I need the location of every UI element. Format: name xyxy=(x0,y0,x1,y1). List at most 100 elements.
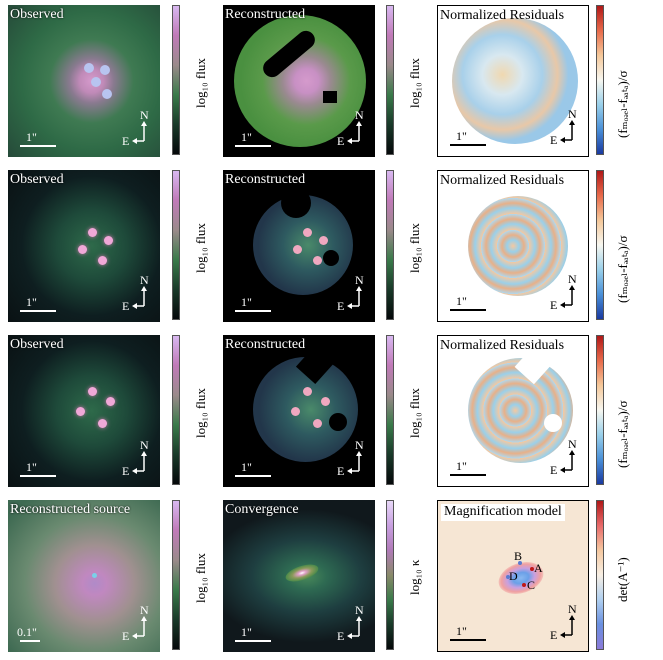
lens-image-spot xyxy=(319,236,328,245)
residual-colorbar xyxy=(596,335,604,485)
residual-colorbar-label: (fₘₒₔₑₗ-fₔₐₜₐ)/σ xyxy=(615,400,630,468)
image-B-marker xyxy=(518,561,522,565)
reconstructed-panel-row3: Reconstructed 1" N E xyxy=(223,335,375,487)
north-label: N xyxy=(568,108,577,121)
lens-image-spot xyxy=(102,89,112,99)
compass-icon: N E xyxy=(550,438,577,477)
lens-image-spot xyxy=(100,65,110,75)
lens-image-spot xyxy=(293,245,302,254)
lens-image-spot xyxy=(98,256,107,265)
residual-colorbar xyxy=(596,5,604,155)
flux-colorbar-label: log₁₀ flux xyxy=(407,388,422,438)
residual-colorbar xyxy=(596,170,604,320)
lens-image-spot xyxy=(303,228,312,237)
reconstructed-title: Reconstructed xyxy=(225,337,306,352)
north-label: N xyxy=(568,603,577,616)
residual-panel-row3: Normalized Residuals 1" N E xyxy=(437,335,589,487)
scale-label: 1" xyxy=(241,460,252,474)
kappa-colorbar-label: log₁₀ κ xyxy=(407,559,422,595)
image-label-A: A xyxy=(534,561,543,575)
scale-bar xyxy=(20,310,56,312)
observed-title: Observed xyxy=(10,337,64,352)
observed-panel-row1: Observed 1" N E xyxy=(8,5,160,157)
lens-image-spot xyxy=(313,419,322,428)
north-label: N xyxy=(355,439,364,452)
scale-bar xyxy=(235,475,271,477)
convergence-panel: Convergence 1" N E xyxy=(223,500,375,652)
scale-bar xyxy=(20,145,56,147)
mask-region xyxy=(323,91,337,103)
flux-colorbar-label: log₁₀ flux xyxy=(193,553,208,603)
image-D-marker xyxy=(506,575,510,579)
residual-title: Normalized Residuals xyxy=(440,338,565,353)
reconstructed-source-panel: Reconstructed source 0.1" N E xyxy=(8,500,160,652)
scale-label: 1" xyxy=(26,460,37,474)
flux-colorbar xyxy=(386,335,394,485)
east-label: E xyxy=(337,464,344,478)
scale-label: 1" xyxy=(26,130,37,144)
scale-label: 1" xyxy=(456,129,467,143)
scale-label: 1" xyxy=(241,130,252,144)
flux-colorbar xyxy=(172,335,180,485)
north-label: N xyxy=(355,109,364,122)
detA-colorbar xyxy=(596,500,604,650)
image-label-B: B xyxy=(514,549,522,563)
flux-colorbar xyxy=(386,5,394,155)
north-label: N xyxy=(355,604,364,617)
scale-bar xyxy=(235,145,271,147)
compass-icon: N E xyxy=(550,108,577,147)
scale-label: 1" xyxy=(456,459,467,473)
scale-bar xyxy=(450,474,486,476)
compass-icon: N E xyxy=(337,274,364,313)
flux-colorbar xyxy=(386,170,394,320)
north-label: N xyxy=(568,273,577,286)
lens-image-spot xyxy=(91,77,101,87)
flux-colorbar-label: log₁₀ flux xyxy=(193,58,208,108)
east-label: E xyxy=(122,299,129,313)
lens-image-spot xyxy=(84,63,94,73)
flux-colorbar xyxy=(172,170,180,320)
kappa-colorbar xyxy=(386,500,394,650)
reconstructed-panel-row1: Reconstructed 1" N E xyxy=(223,5,375,157)
scale-label: 1" xyxy=(241,295,252,309)
north-label: N xyxy=(140,274,149,287)
flux-colorbar xyxy=(172,5,180,155)
residual-map xyxy=(468,358,573,463)
compass-icon: N E xyxy=(337,109,364,148)
scale-bar xyxy=(20,640,40,642)
compass-icon: N E xyxy=(122,274,149,313)
east-label: E xyxy=(550,463,557,477)
scale-bar xyxy=(20,475,56,477)
flux-colorbar-label: log₁₀ flux xyxy=(407,223,422,273)
detA-colorbar-label: det(A⁻¹) xyxy=(615,557,630,602)
residual-map xyxy=(452,18,578,144)
east-label: E xyxy=(337,629,344,643)
reconstructed-title: Reconstructed xyxy=(225,7,306,22)
compass-icon: N E xyxy=(337,439,364,478)
scale-bar xyxy=(450,639,486,641)
image-C-marker xyxy=(522,583,526,587)
scale-bar xyxy=(235,310,271,312)
compass-icon: N E xyxy=(122,109,149,148)
reconstructed-title: Reconstructed xyxy=(225,172,306,187)
image-label-D: D xyxy=(509,569,518,583)
reconstructed-panel-row2: Reconstructed 1" N E xyxy=(223,170,375,322)
scale-label: 1" xyxy=(26,295,37,309)
flux-colorbar-label: log₁₀ flux xyxy=(193,223,208,273)
scale-label: 1" xyxy=(456,294,467,308)
east-label: E xyxy=(550,133,557,147)
east-label: E xyxy=(337,299,344,313)
mask-region xyxy=(329,413,347,431)
lens-image-spot xyxy=(291,407,300,416)
lens-image-spot xyxy=(303,387,312,396)
residual-title: Normalized Residuals xyxy=(440,8,565,23)
magnification-title: Magnification model xyxy=(441,504,565,521)
lens-image-spot xyxy=(106,397,115,406)
mask-region xyxy=(281,188,311,218)
east-label: E xyxy=(337,134,344,148)
lens-image-spot xyxy=(321,397,330,406)
residual-colorbar-label: (fₘₒₔₑₗ-fₔₐₜₐ)/σ xyxy=(615,235,630,303)
convergence-title: Convergence xyxy=(225,502,299,517)
compass-icon: N E xyxy=(122,439,149,478)
scale-label: 1" xyxy=(241,625,252,639)
